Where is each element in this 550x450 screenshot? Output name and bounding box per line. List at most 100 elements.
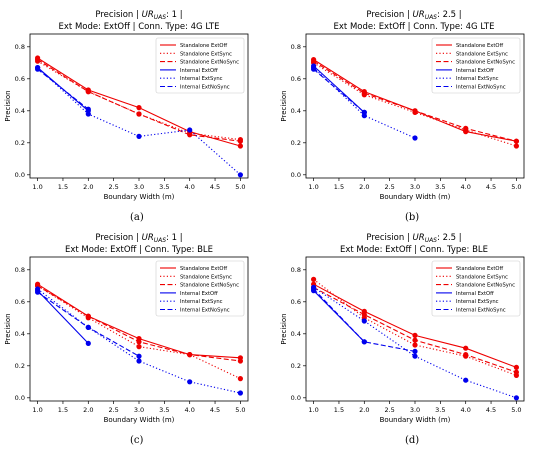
x-tick-label: 1.5 bbox=[58, 183, 68, 191]
y-tick-label: 0.8 bbox=[291, 266, 301, 274]
title-suffix: : 1 | bbox=[166, 233, 183, 243]
legend-label: Standalone ExtNoSync bbox=[456, 60, 515, 66]
x-tick-label: 3.0 bbox=[134, 183, 144, 191]
chart-title-line2: Ext Mode: ExtOff | Conn. Type: BLE bbox=[340, 245, 488, 255]
title-ur: UR bbox=[413, 233, 425, 243]
chart-title-line1: Precision | URUAS: 1 | bbox=[95, 233, 182, 244]
legend-label: Internal ExtNoSync bbox=[180, 308, 230, 314]
data-point bbox=[412, 332, 418, 338]
data-point bbox=[361, 90, 367, 96]
title-ur: UR bbox=[142, 10, 154, 20]
series-line bbox=[313, 288, 416, 352]
legend-label: Standalone ExtNoSync bbox=[456, 283, 515, 289]
x-tick-label: 2.5 bbox=[108, 406, 118, 414]
data-point bbox=[35, 66, 41, 72]
x-tick-label: 5.0 bbox=[235, 183, 245, 191]
title-ur-subscript: UAS bbox=[425, 14, 437, 21]
x-tick-label: 1.0 bbox=[308, 406, 318, 414]
data-point bbox=[187, 132, 193, 138]
y-tick-label: 0.0 bbox=[15, 394, 25, 402]
chart-panel: Precision | URUAS: 1 |Ext Mode: ExtOff |… bbox=[4, 10, 249, 201]
data-point bbox=[513, 364, 519, 370]
series-line bbox=[37, 290, 89, 344]
x-tick-label: 4.0 bbox=[185, 183, 195, 191]
legend-label: Internal ExtSync bbox=[180, 299, 223, 305]
data-point bbox=[361, 318, 367, 324]
x-tick-label: 4.5 bbox=[486, 406, 496, 414]
data-point bbox=[85, 89, 91, 95]
legend-box bbox=[431, 37, 521, 94]
chart-title-line2: Ext Mode: ExtOff | Conn. Type: BLE bbox=[65, 245, 213, 255]
x-tick-label: 2.5 bbox=[384, 406, 394, 414]
legend-label: Standalone ExtOff bbox=[456, 43, 503, 49]
chart-title-line2: Ext Mode: ExtOff | Conn. Type: 4G LTE bbox=[59, 22, 220, 32]
y-tick-label: 0.2 bbox=[15, 362, 25, 370]
legend-label: Standalone ExtSync bbox=[456, 274, 508, 280]
x-tick-label: 2.0 bbox=[359, 183, 369, 191]
chart-panel: Precision | URUAS: 2.5 |Ext Mode: ExtOff… bbox=[280, 10, 525, 201]
title-suffix: : 2.5 | bbox=[437, 233, 462, 243]
data-point bbox=[412, 337, 418, 343]
legend-label: Internal ExtOff bbox=[456, 68, 494, 74]
legend-label: Internal ExtOff bbox=[456, 291, 494, 297]
chart-title-line1: Precision | URUAS: 2.5 | bbox=[366, 233, 461, 244]
data-point bbox=[136, 133, 142, 139]
x-tick-label: 4.5 bbox=[210, 406, 220, 414]
x-tick-label: 1.0 bbox=[308, 183, 318, 191]
data-point bbox=[237, 376, 243, 382]
y-tick-label: 0.4 bbox=[15, 107, 25, 115]
x-tick-label: 1.5 bbox=[334, 183, 344, 191]
x-tick-label: 5.0 bbox=[511, 406, 521, 414]
data-point bbox=[187, 352, 193, 358]
caption-d: (d) bbox=[405, 435, 420, 446]
data-point bbox=[361, 109, 367, 115]
x-tick-label: 2.0 bbox=[83, 406, 93, 414]
x-tick-label: 1.0 bbox=[32, 406, 42, 414]
y-tick-label: 0.4 bbox=[291, 330, 301, 338]
x-tick-label: 1.0 bbox=[32, 183, 42, 191]
data-point bbox=[463, 125, 469, 131]
data-point bbox=[311, 286, 317, 292]
data-point bbox=[85, 324, 91, 330]
x-tick-label: 3.5 bbox=[435, 406, 445, 414]
data-point bbox=[85, 340, 91, 346]
title-prefix: Precision | bbox=[95, 10, 141, 20]
title-suffix: : 2.5 | bbox=[437, 10, 462, 20]
y-axis-label: Precision bbox=[4, 313, 12, 344]
series-line bbox=[313, 68, 365, 113]
data-point bbox=[463, 352, 469, 358]
data-point bbox=[513, 138, 519, 144]
y-tick-label: 0.6 bbox=[291, 75, 301, 83]
legend-label: Standalone ExtSync bbox=[180, 51, 232, 57]
x-tick-label: 1.5 bbox=[58, 406, 68, 414]
legend-label: Standalone ExtOff bbox=[180, 266, 227, 272]
data-point bbox=[237, 172, 243, 178]
x-axis-label: Boundary Width (m) bbox=[380, 416, 451, 424]
chart-title-line1: Precision | URUAS: 2.5 | bbox=[366, 10, 461, 21]
y-tick-label: 0.0 bbox=[15, 171, 25, 179]
title-prefix: Precision | bbox=[366, 233, 412, 243]
x-tick-label: 3.5 bbox=[159, 183, 169, 191]
y-tick-label: 0.2 bbox=[291, 139, 301, 147]
legend-label: Internal ExtNoSync bbox=[180, 85, 230, 91]
data-point bbox=[513, 369, 519, 375]
data-point bbox=[136, 344, 142, 350]
x-tick-label: 4.5 bbox=[210, 183, 220, 191]
title-ur: UR bbox=[142, 233, 154, 243]
series-line bbox=[37, 67, 241, 176]
y-tick-label: 0.2 bbox=[291, 362, 301, 370]
legend-label: Internal ExtSync bbox=[456, 76, 499, 82]
data-point bbox=[361, 312, 367, 318]
x-tick-label: 2.0 bbox=[83, 183, 93, 191]
series-line bbox=[37, 68, 89, 110]
title-ur-subscript: UAS bbox=[154, 237, 166, 244]
title-suffix: : 1 | bbox=[166, 10, 183, 20]
chart-panel: Precision | URUAS: 2.5 |Ext Mode: ExtOff… bbox=[280, 233, 525, 424]
legend-label: Standalone ExtSync bbox=[180, 274, 232, 280]
y-tick-label: 0.8 bbox=[15, 43, 25, 51]
data-point bbox=[412, 135, 418, 141]
y-tick-label: 0.0 bbox=[291, 394, 301, 402]
data-point bbox=[237, 390, 243, 396]
data-point bbox=[85, 106, 91, 112]
